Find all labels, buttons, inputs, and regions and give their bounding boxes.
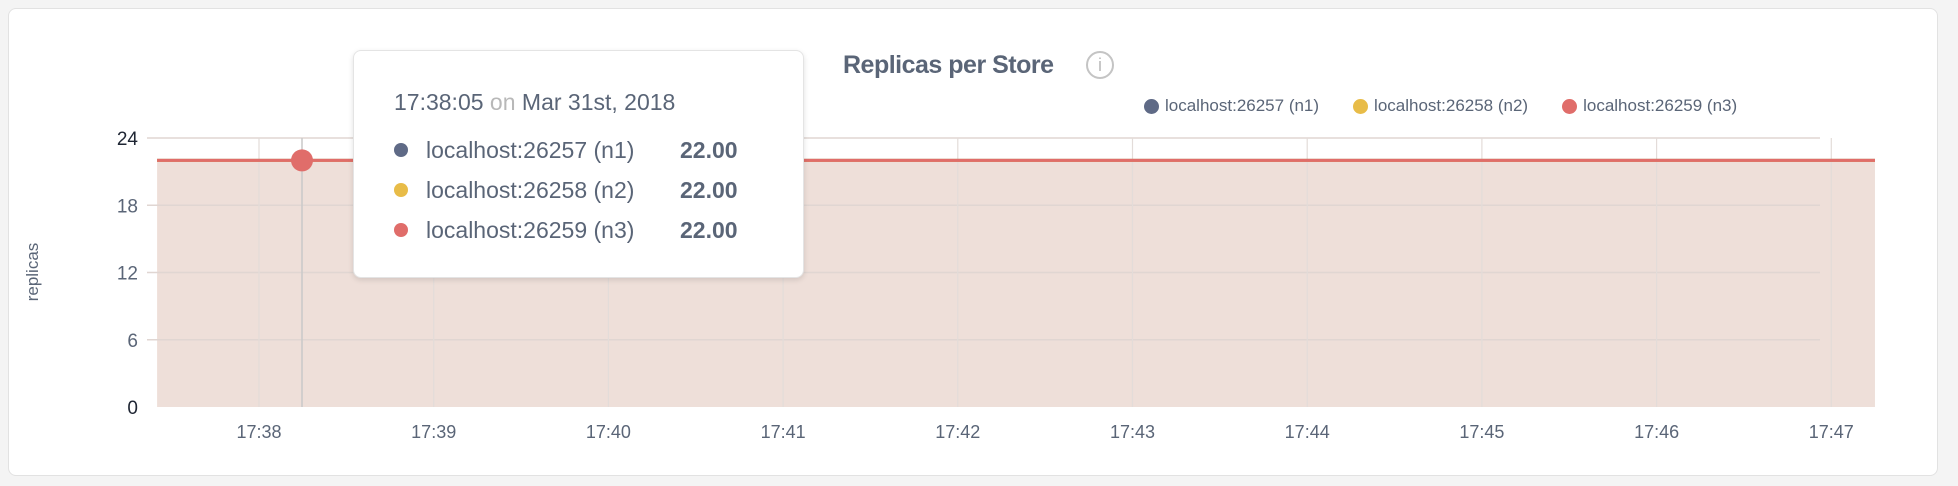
- tooltip-on: on: [489, 89, 516, 115]
- legend: localhost:26257 (n1) localhost:26258 (n2…: [1144, 96, 1737, 116]
- legend-item[interactable]: localhost:26258 (n2): [1353, 96, 1528, 116]
- info-circle-icon[interactable]: i: [1086, 51, 1114, 79]
- legend-swatch: [1144, 98, 1159, 114]
- x-tick-label: 17:39: [411, 422, 456, 442]
- tooltip-value: 22.00: [680, 216, 738, 243]
- tooltip-row: localhost:26258 (n2) 22.00: [394, 170, 803, 210]
- tooltip-time: 17:38:05: [394, 89, 484, 115]
- y-axis-label: replicas: [23, 243, 42, 302]
- tooltip-swatch: [394, 183, 408, 197]
- legend-label: localhost:26259 (n3): [1583, 96, 1738, 115]
- legend-swatch: [1353, 98, 1369, 114]
- x-tick-label: 17:42: [935, 422, 980, 442]
- x-tick-label: 17:40: [586, 422, 631, 442]
- x-tick-label: 17:38: [236, 422, 281, 442]
- tooltip-series-name: localhost:26257 (n1): [426, 136, 635, 163]
- y-tick-label: 24: [117, 129, 139, 150]
- tooltip-swatch: [394, 223, 408, 237]
- x-tick-label: 17:45: [1459, 422, 1504, 442]
- legend-label: localhost:26257 (n1): [1165, 96, 1320, 115]
- tooltip: 17:38:05 on Mar 31st, 2018 localhost:262…: [353, 50, 804, 278]
- legend-item[interactable]: localhost:26259 (n3): [1562, 96, 1737, 116]
- hover-point: [291, 149, 313, 172]
- x-tick-label: 17:43: [1110, 422, 1155, 442]
- x-tick-label: 17:47: [1809, 422, 1854, 442]
- tooltip-row: localhost:26257 (n1) 22.00: [394, 130, 803, 170]
- tooltip-series-name: localhost:26258 (n2): [426, 176, 635, 203]
- y-tick-label: 18: [117, 196, 138, 217]
- legend-swatch: [1562, 98, 1578, 114]
- x-tick-label: 17:41: [761, 422, 806, 442]
- tooltip-series-name: localhost:26259 (n3): [426, 216, 635, 243]
- chart-title: Replicas per Store: [843, 51, 1054, 79]
- tooltip-value: 22.00: [680, 136, 738, 163]
- tooltip-value: 22.00: [680, 176, 738, 203]
- tooltip-swatch: [394, 143, 408, 157]
- tooltip-header: 17:38:05 on Mar 31st, 2018: [394, 89, 803, 116]
- x-tick-label: 17:46: [1634, 422, 1679, 442]
- legend-item[interactable]: localhost:26257 (n1): [1144, 96, 1319, 116]
- y-tick-label: 0: [127, 398, 138, 419]
- y-tick-label: 6: [127, 331, 138, 352]
- tooltip-row: localhost:26259 (n3) 22.00: [394, 210, 803, 250]
- legend-label: localhost:26258 (n2): [1374, 96, 1529, 115]
- y-tick-label: 12: [117, 264, 138, 285]
- tooltip-date: Mar 31st, 2018: [521, 89, 676, 115]
- x-tick-label: 17:44: [1285, 422, 1330, 442]
